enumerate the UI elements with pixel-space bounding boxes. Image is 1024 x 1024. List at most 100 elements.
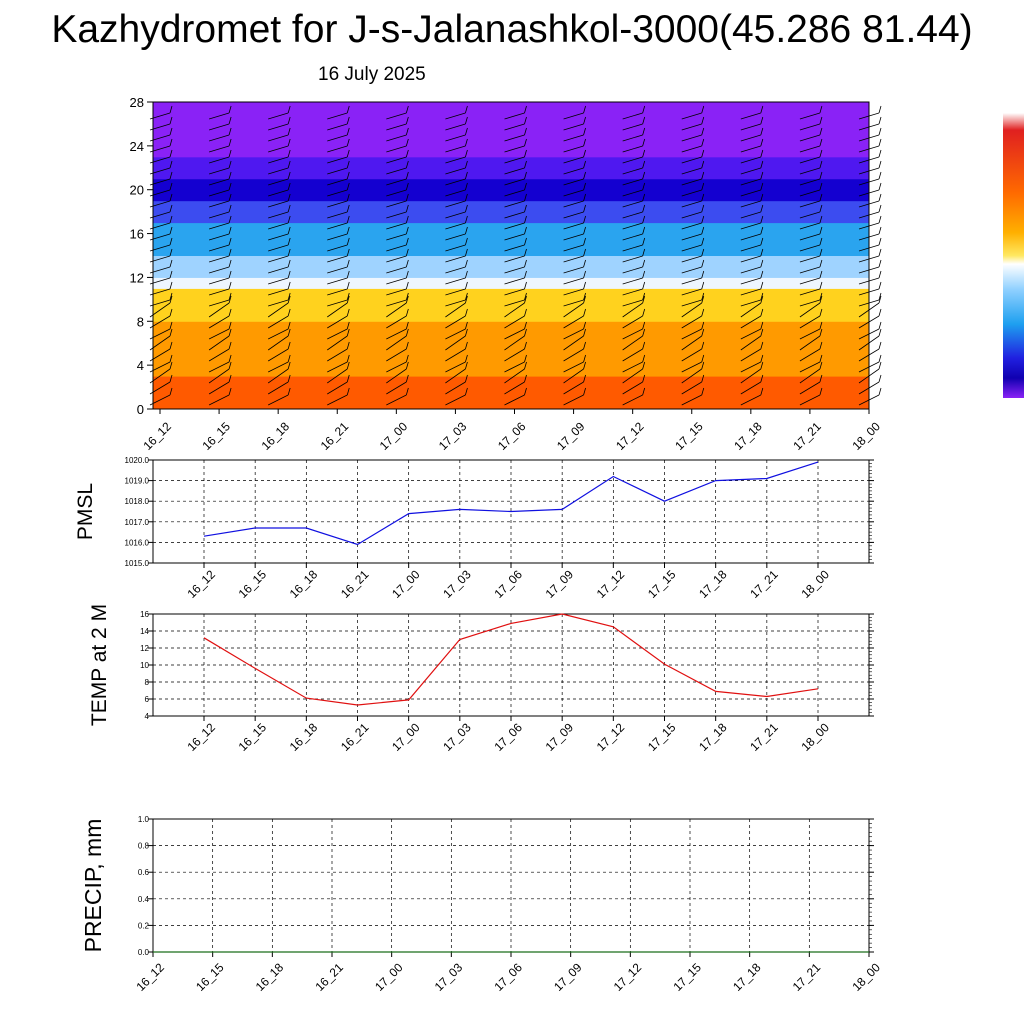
wind-barb [858, 145, 880, 153]
wind-barb-flag [346, 204, 350, 213]
wind-barb-flag [465, 281, 468, 290]
temp-ytick-label: 8 [145, 678, 150, 687]
wind-barb [799, 288, 821, 296]
wind-barb [267, 394, 289, 406]
precip-xtick-label: 17_21 [790, 960, 824, 994]
wind-barb-flag [878, 105, 882, 114]
wind-barb [327, 368, 348, 384]
wind-barb-flag [819, 361, 823, 370]
pmsl-ytick-label: 1017.0 [125, 518, 150, 527]
wind-barb-flag [405, 374, 409, 383]
sounding-band-7 [153, 178, 869, 202]
wind-barb [445, 178, 466, 186]
wind-barb-flag [524, 138, 527, 147]
wind-barb-flag [465, 259, 468, 268]
wind-barb [268, 244, 289, 252]
wind-barb-flag [465, 387, 468, 396]
wind-barb-flag [169, 328, 173, 337]
wind-barb-flag [524, 160, 527, 169]
wind-barb-flag [701, 226, 705, 235]
wind-barb [799, 233, 821, 241]
wind-barb-flag [524, 387, 527, 396]
temp-xtick-label: 17_03 [440, 720, 474, 754]
wind-barb-flag [169, 138, 173, 147]
wind-barb [799, 156, 821, 164]
wind-barb [208, 348, 230, 362]
wind-barb-flag [878, 127, 882, 136]
wind-barb-flag [287, 160, 291, 169]
wind-barb-flag [524, 193, 527, 202]
wind-barb [563, 368, 584, 384]
wind-barb [622, 178, 643, 186]
wind-barb-flag [405, 259, 409, 268]
temp-ytick-label: 16 [140, 610, 149, 619]
wind-barb [504, 112, 525, 120]
wind-barb [268, 255, 289, 263]
wind-barb-flag [405, 193, 409, 202]
wind-barb-flag [465, 321, 468, 330]
wind-barb [208, 178, 230, 186]
wind-barb-flag [524, 354, 527, 363]
wind-barb-flag [878, 308, 882, 317]
sounding-xtick-label: 17_21 [790, 419, 824, 453]
wind-barb-flag [583, 105, 586, 114]
wind-barb-flag [583, 341, 586, 350]
wind-barb [799, 315, 821, 329]
wind-barb-flag [228, 387, 232, 396]
wind-barb [327, 178, 348, 186]
wind-barb [149, 277, 171, 285]
wind-barb-flag [878, 171, 882, 180]
wind-barb [799, 244, 821, 252]
wind-barb [740, 200, 761, 208]
wind-barb-flag [228, 292, 232, 301]
temp-xtick-label: 18_00 [798, 720, 832, 754]
precip-xtick-label: 17_03 [432, 960, 466, 994]
wind-barb [208, 335, 230, 351]
wind-barb-flag [878, 248, 882, 257]
wind-barb-flag [524, 105, 527, 114]
wind-barb-flag [346, 193, 350, 202]
wind-barb [681, 167, 702, 175]
wind-barb [622, 189, 643, 197]
wind-barb-flag [228, 281, 232, 290]
wind-barb [445, 299, 466, 307]
wind-barb [445, 302, 466, 318]
wind-barb [799, 123, 821, 131]
wind-barb-flag [701, 281, 705, 290]
pmsl-xtick-label: 16_21 [338, 567, 372, 601]
wind-barb [208, 328, 230, 340]
wind-barb-flag [465, 341, 468, 350]
wind-barb-flag [169, 387, 173, 396]
wind-barb-flag [169, 361, 173, 370]
sounding-xtick-label: 16_12 [140, 419, 174, 453]
wind-barb [858, 233, 880, 241]
wind-barb [563, 123, 584, 131]
wind-barb [149, 178, 171, 186]
wind-barb [386, 368, 407, 384]
wind-barb-flag [583, 215, 586, 224]
wind-barb-flag [287, 308, 291, 317]
wind-barb-flag [346, 354, 350, 363]
wind-barb-flag [583, 387, 586, 396]
wind-barb-flag [878, 160, 882, 169]
wind-barb-flag [878, 204, 882, 213]
temp-xtick-label: 16_18 [287, 720, 321, 754]
wind-barb [858, 299, 880, 307]
wind-barb [445, 233, 466, 241]
wind-barb [445, 112, 466, 120]
wind-barb-flag [346, 341, 350, 350]
temp-ylabel: TEMP at 2 M [88, 604, 111, 726]
wind-barb [858, 394, 880, 406]
wind-barb [858, 361, 880, 373]
wind-barb-flag [642, 259, 646, 268]
wind-barb-flag [878, 226, 882, 235]
wind-barb [681, 381, 702, 395]
wind-barb [740, 178, 761, 186]
wind-barb [681, 266, 702, 274]
wind-barb-flag [583, 171, 586, 180]
wind-barb-flag [878, 387, 882, 396]
sounding-band-4 [153, 255, 869, 278]
precip-xtick-label: 16_15 [193, 960, 227, 994]
wind-barb-flag [878, 374, 882, 383]
wind-barb-flag [346, 105, 350, 114]
